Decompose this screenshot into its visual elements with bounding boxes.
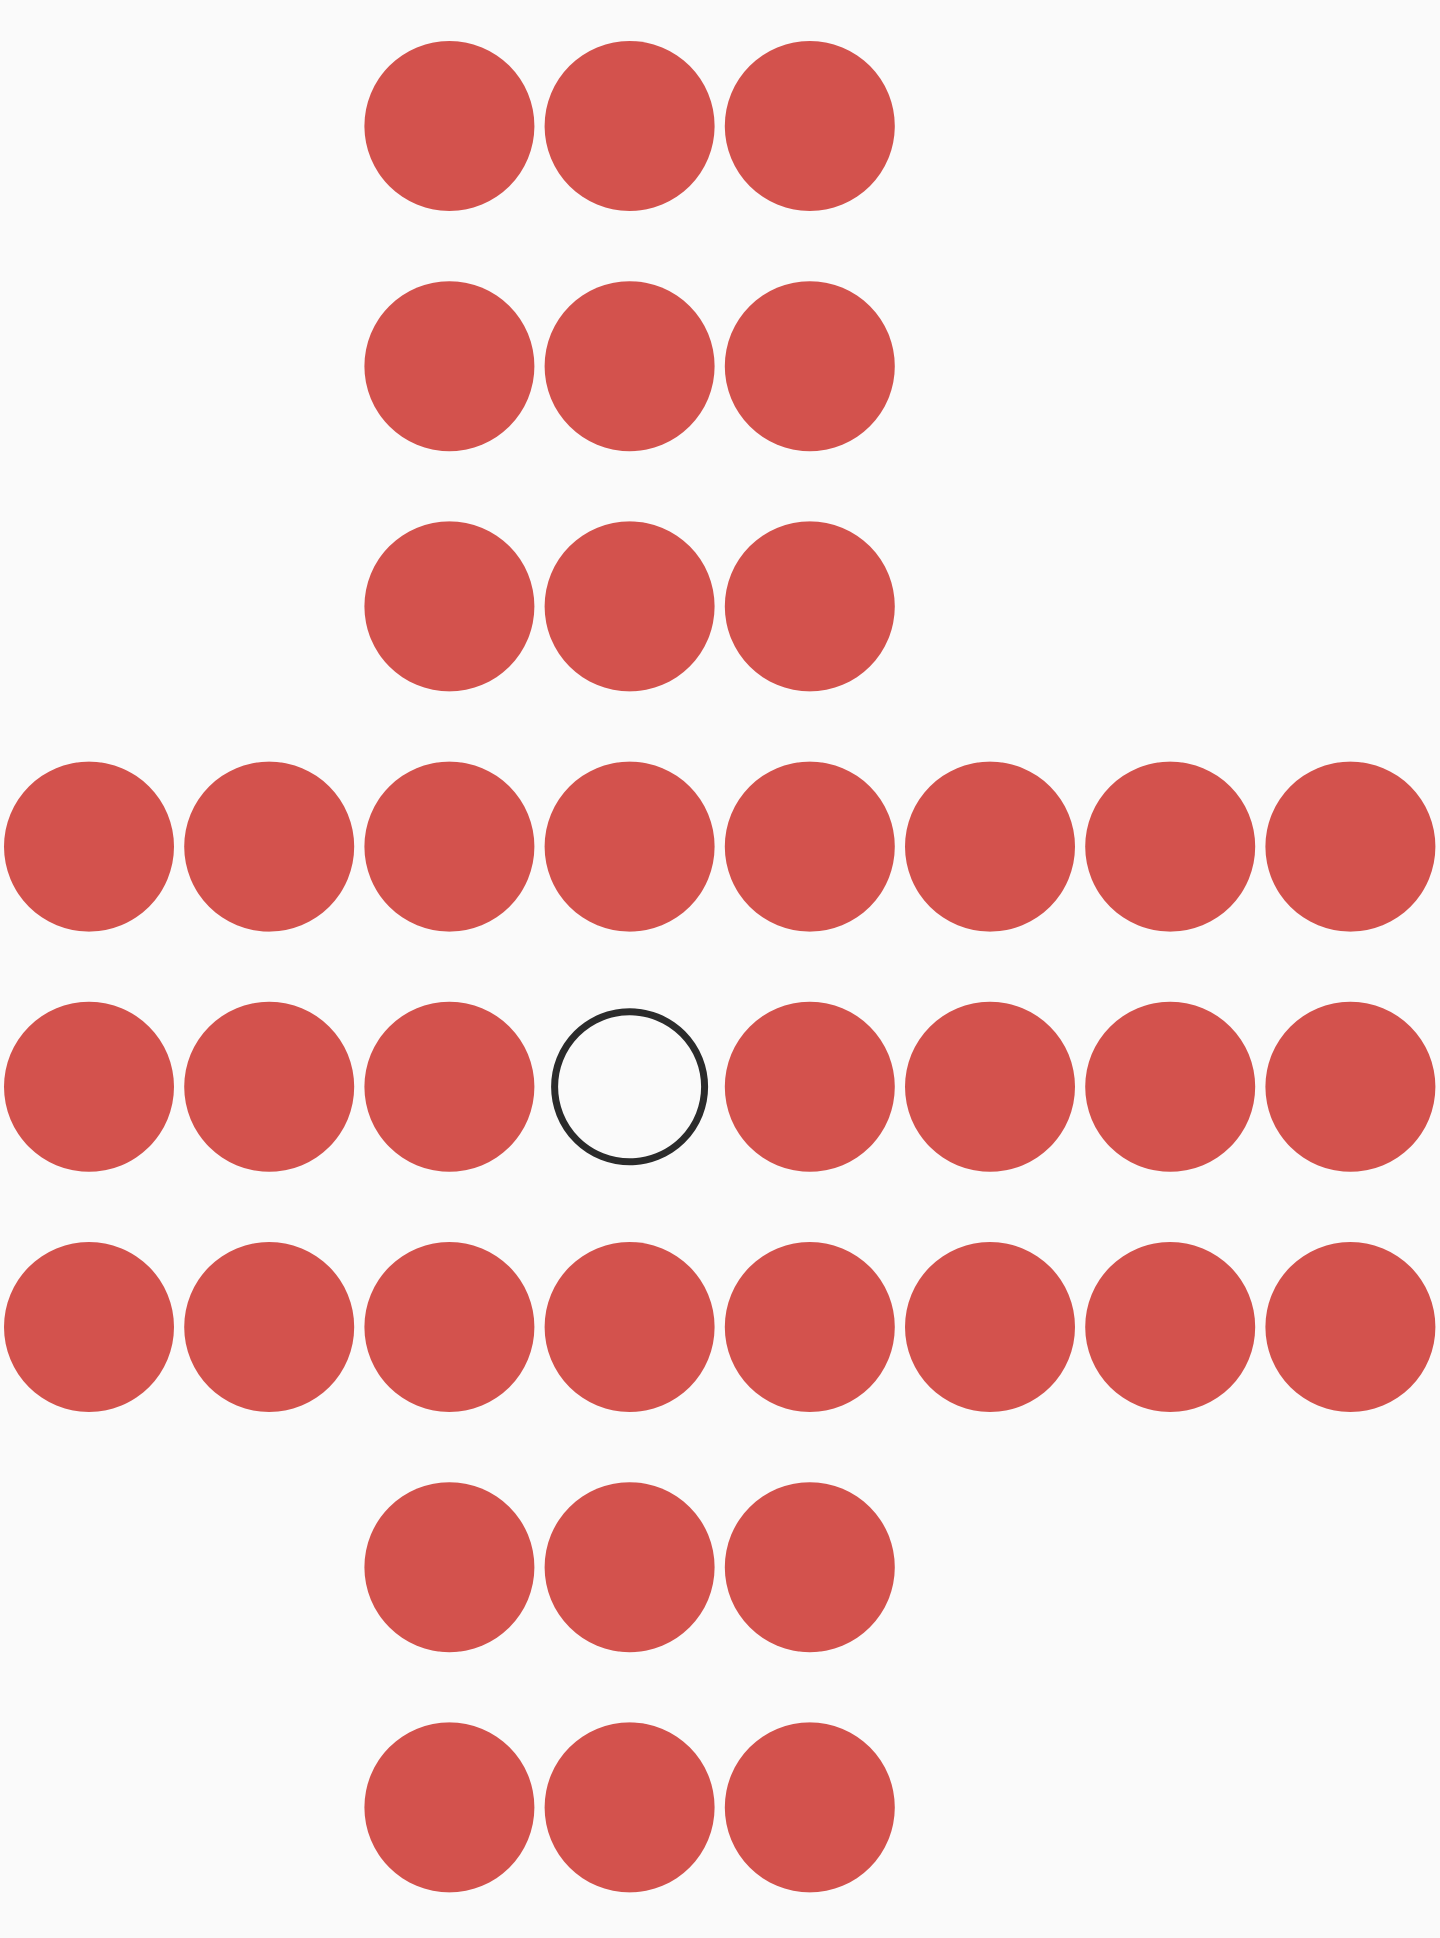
peg[interactable]: [364, 521, 535, 692]
peg[interactable]: [544, 521, 715, 692]
empty-hole[interactable]: [551, 1008, 709, 1166]
peg[interactable]: [1085, 761, 1256, 932]
peg[interactable]: [364, 41, 535, 211]
peg[interactable]: [364, 1242, 535, 1412]
peg[interactable]: [905, 1001, 1075, 1172]
peg[interactable]: [4, 761, 174, 932]
peg[interactable]: [724, 521, 895, 692]
peg[interactable]: [724, 761, 895, 932]
peg[interactable]: [905, 761, 1075, 932]
peg[interactable]: [544, 1242, 715, 1412]
peg[interactable]: [1085, 1001, 1256, 1172]
peg[interactable]: [724, 1242, 895, 1412]
peg[interactable]: [364, 1722, 535, 1893]
peg[interactable]: [1265, 1242, 1436, 1412]
peg[interactable]: [1085, 1242, 1256, 1412]
peg[interactable]: [724, 41, 895, 211]
peg[interactable]: [544, 1722, 715, 1893]
peg[interactable]: [364, 281, 535, 452]
peg[interactable]: [544, 41, 715, 211]
peg[interactable]: [184, 1001, 355, 1172]
peg[interactable]: [724, 281, 895, 452]
peg[interactable]: [544, 281, 715, 452]
peg[interactable]: [184, 1242, 355, 1412]
peg[interactable]: [364, 761, 535, 932]
peg[interactable]: [724, 1722, 895, 1893]
peg[interactable]: [364, 1001, 535, 1172]
peg[interactable]: [1265, 1001, 1436, 1172]
peg[interactable]: [544, 761, 715, 932]
peg[interactable]: [184, 761, 355, 932]
peg[interactable]: [544, 1482, 715, 1653]
peg[interactable]: [724, 1001, 895, 1172]
peg[interactable]: [724, 1482, 895, 1653]
peg[interactable]: [1265, 761, 1436, 932]
peg[interactable]: [905, 1242, 1075, 1412]
peg[interactable]: [364, 1482, 535, 1653]
peg[interactable]: [4, 1001, 174, 1172]
peg[interactable]: [4, 1242, 174, 1412]
